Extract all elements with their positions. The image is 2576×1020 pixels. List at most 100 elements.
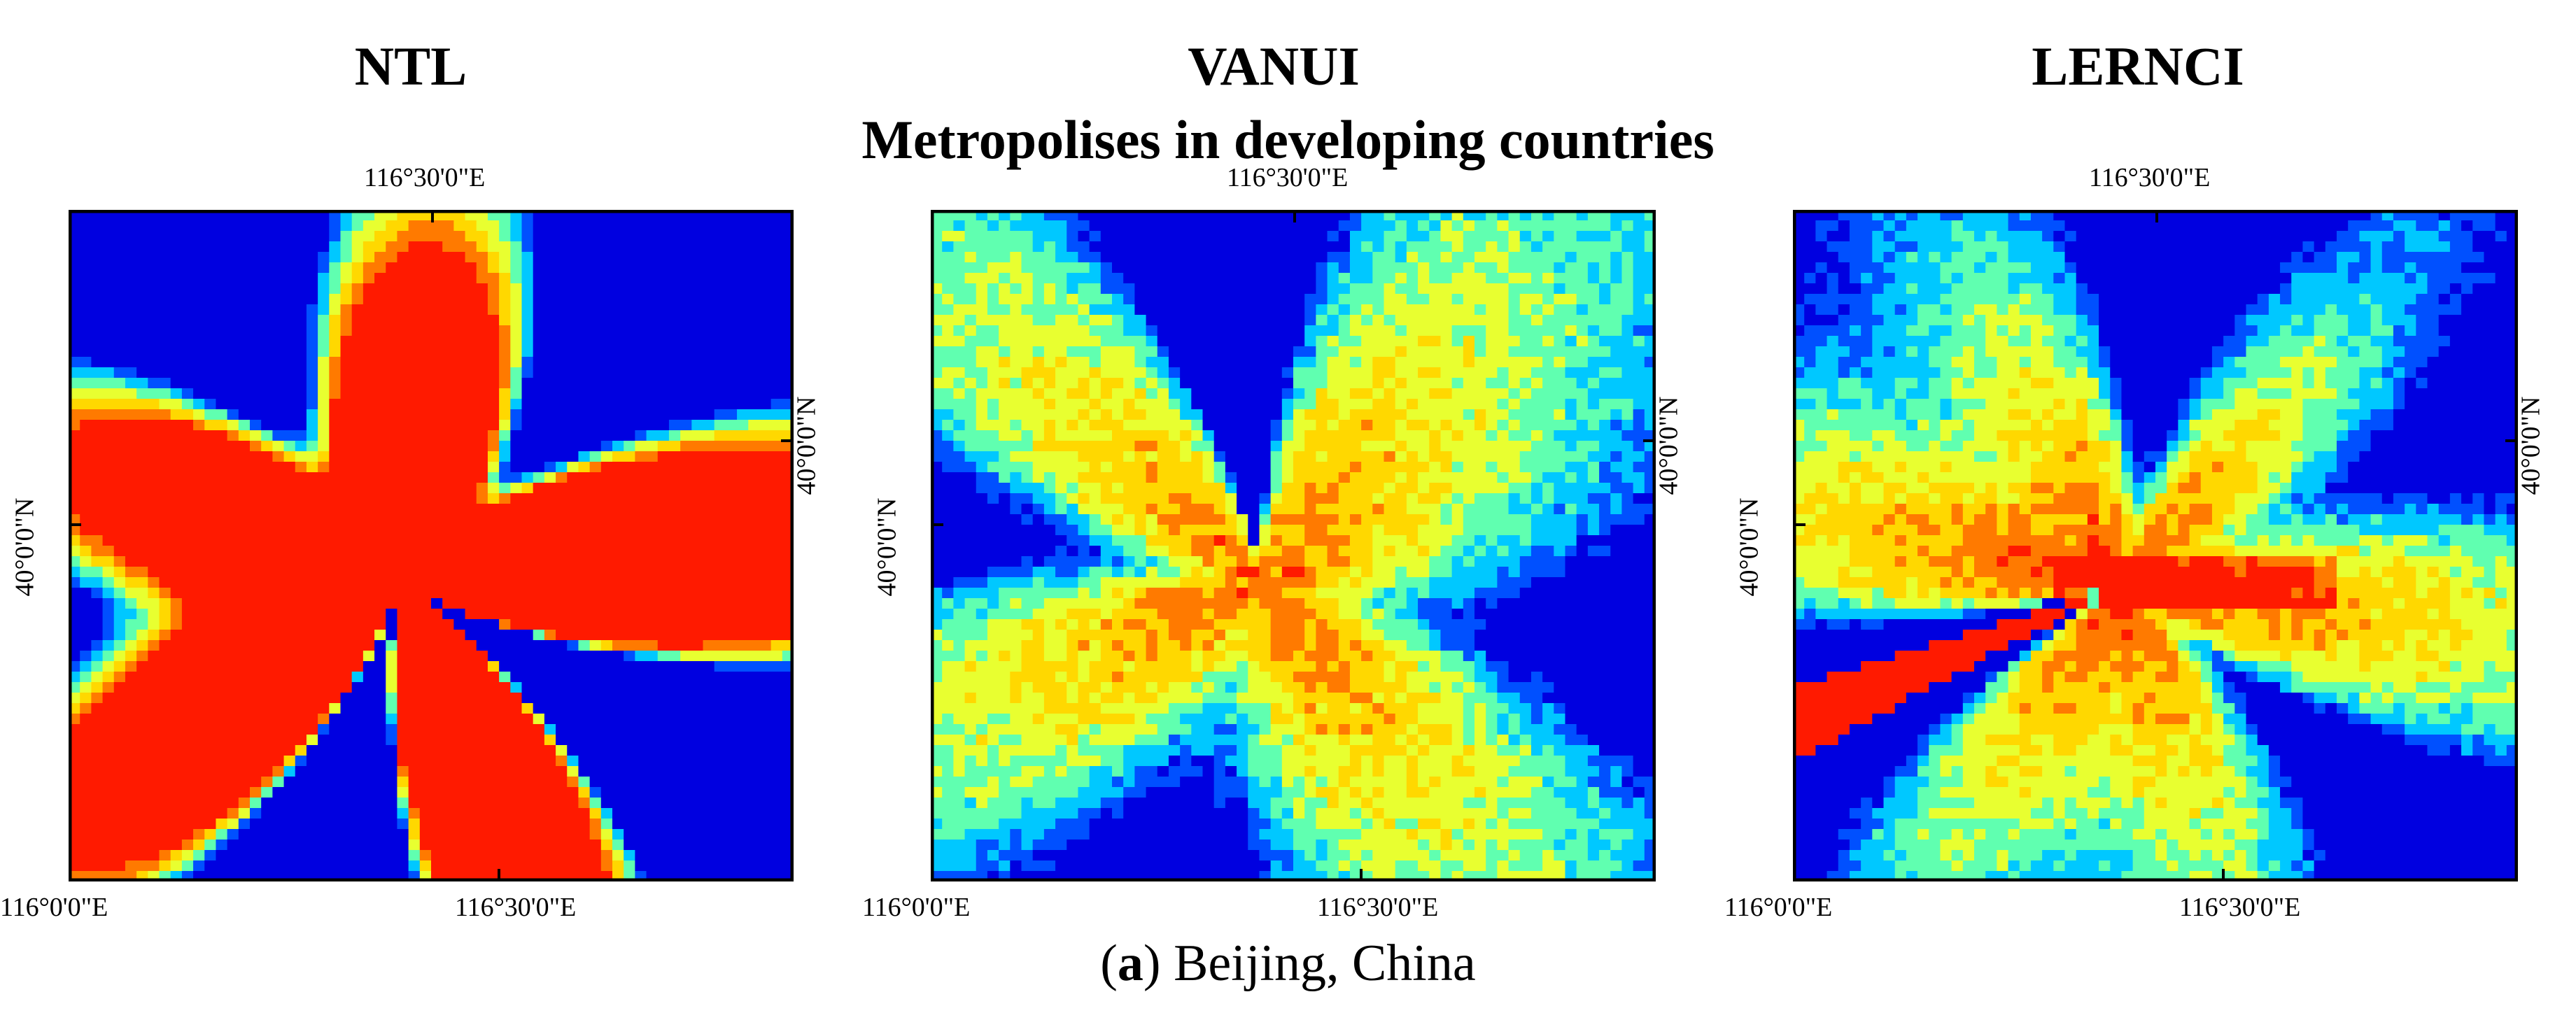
map-cell: [80, 546, 92, 557]
map-cell: [250, 619, 262, 630]
map-cell: [408, 283, 421, 295]
map-cell: [714, 388, 726, 399]
map-cell: [102, 304, 115, 316]
map-cell: [725, 598, 738, 609]
map-cell: [510, 777, 523, 788]
map-cell: [306, 714, 318, 725]
map-cell: [1349, 252, 1362, 263]
map-cell: [1112, 231, 1124, 242]
map-cell: [250, 273, 262, 284]
map-cell: [329, 546, 342, 557]
map-cell: [386, 651, 398, 662]
map-cell: [487, 462, 500, 473]
map-cell: [442, 294, 454, 305]
map-cell: [624, 829, 635, 840]
map-cell: [408, 388, 421, 399]
map-cell: [770, 682, 783, 693]
map-cell: [283, 388, 296, 399]
map-cell: [624, 294, 635, 305]
map-cell: [624, 756, 635, 767]
map-cell: [408, 346, 421, 357]
map-cell: [283, 787, 296, 798]
map-cell: [386, 462, 398, 473]
map-cell: [600, 325, 613, 337]
map-cell: [657, 619, 670, 630]
map-cell: [363, 661, 375, 672]
map-cell: [91, 346, 104, 357]
map-cell: [453, 567, 466, 578]
map-cell: [148, 840, 160, 851]
map-cell: [283, 808, 296, 819]
map-cell: [453, 850, 466, 861]
map-cell: [691, 367, 704, 378]
map-cell: [159, 808, 171, 819]
map-cell: [1554, 231, 1566, 242]
map-cell: [624, 315, 635, 326]
map-cell: [1304, 304, 1316, 316]
map-cell: [227, 346, 239, 357]
map-cell: [238, 787, 251, 798]
map-cell: [646, 630, 659, 641]
map-cell: [113, 808, 126, 819]
map-cell: [295, 829, 307, 840]
map-cell: [238, 609, 251, 620]
map-cell: [1078, 231, 1090, 242]
map-cell: [567, 619, 579, 630]
map-cell: [1633, 220, 1645, 232]
map-cell: [295, 294, 307, 305]
map-cell: [419, 808, 432, 819]
map-cell: [113, 273, 126, 284]
map-cell: [635, 525, 647, 536]
map-cell: [1123, 294, 1135, 305]
map-cell: [465, 756, 477, 767]
map-cell: [453, 630, 466, 641]
map-cell: [363, 430, 375, 441]
map-cell: [533, 556, 545, 567]
map-cell: [227, 430, 239, 441]
map-cell: [533, 315, 545, 326]
map-cell: [1134, 283, 1147, 295]
map-cell: [283, 220, 296, 232]
map-cell: [578, 493, 591, 504]
map-cell: [1168, 336, 1181, 347]
map-cell: [408, 745, 421, 756]
map-cell: [159, 651, 171, 662]
map-cell: [714, 808, 726, 819]
map-cell: [748, 231, 761, 242]
map-cell: [578, 682, 591, 693]
map-cell: [136, 388, 148, 399]
map-cell: [80, 735, 92, 746]
map-cell: [102, 273, 115, 284]
map-cell: [578, 441, 591, 452]
map-cell: [1338, 315, 1351, 326]
map-cell: [318, 388, 330, 399]
map-cell: [567, 451, 579, 462]
map-cell: [397, 682, 409, 693]
map-cell: [159, 315, 171, 326]
map-cell: [250, 420, 262, 431]
map-cell: [737, 693, 749, 704]
map-cell: [1146, 220, 1158, 232]
map-cell: [329, 745, 342, 756]
map-cell: [612, 262, 624, 274]
map-cell: [544, 598, 556, 609]
map-cell: [329, 472, 342, 483]
map-cell: [533, 577, 545, 588]
map-cell: [125, 808, 137, 819]
map-cell: [408, 262, 421, 274]
map-cell: [340, 430, 353, 441]
map-cell: [419, 546, 432, 557]
map-cell: [408, 819, 421, 830]
map-cell: [408, 441, 421, 452]
map-cell: [1372, 273, 1385, 284]
map-cell: [1554, 220, 1566, 232]
map-cell: [363, 535, 375, 546]
map-cell: [465, 420, 477, 431]
map-cell: [1372, 336, 1385, 347]
map-cell: [487, 777, 500, 788]
map-cell: [148, 651, 160, 662]
map-cell: [102, 462, 115, 473]
map-cell: [91, 640, 104, 651]
map-cell: [680, 714, 692, 725]
map-cell: [510, 336, 523, 347]
